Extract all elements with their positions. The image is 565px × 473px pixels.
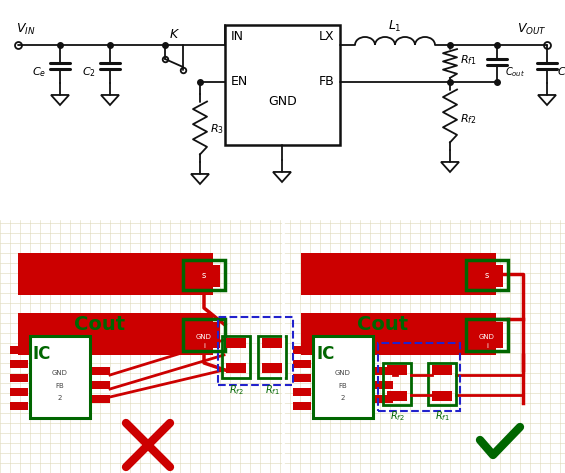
Bar (313, 336, 373, 418)
Text: s: s (485, 272, 489, 280)
Bar (293, 360, 311, 368)
Bar (10, 402, 28, 410)
Text: $R_{f2}$: $R_{f2}$ (460, 112, 477, 126)
Text: $R_{f2}$: $R_{f2}$ (229, 383, 244, 397)
Text: $R_{f1}$: $R_{f1}$ (460, 53, 477, 67)
Bar (293, 388, 311, 396)
Text: $C_4$: $C_4$ (557, 65, 565, 79)
Bar (432, 391, 452, 401)
Text: EN: EN (231, 76, 248, 88)
Bar (432, 365, 452, 375)
Text: $C_{out}$: $C_{out}$ (505, 65, 525, 79)
Bar (188, 265, 220, 287)
Bar (466, 260, 508, 290)
Text: $R_{f1}$: $R_{f1}$ (264, 383, 280, 397)
Bar (10, 374, 28, 382)
Text: IN: IN (231, 30, 244, 44)
Text: GND: GND (196, 334, 212, 340)
Bar (471, 322, 503, 348)
Text: $C_2$: $C_2$ (82, 65, 96, 79)
Bar (92, 381, 110, 389)
Text: s: s (202, 272, 206, 280)
Text: $C_e$: $C_e$ (32, 65, 46, 79)
Bar (226, 363, 246, 373)
Text: $V_{IN}$: $V_{IN}$ (16, 22, 36, 37)
Text: $R_{f2}$: $R_{f2}$ (390, 409, 405, 423)
Text: LX: LX (318, 30, 334, 44)
Text: K: K (170, 28, 178, 41)
Bar (387, 391, 407, 401)
Bar (183, 319, 225, 351)
Bar (378, 343, 460, 411)
Text: $R_3$: $R_3$ (210, 122, 224, 136)
Bar (18, 313, 213, 355)
Text: FB: FB (338, 383, 347, 389)
Bar (258, 336, 286, 378)
Bar (30, 336, 90, 418)
Text: Cout: Cout (75, 315, 125, 334)
Bar (383, 363, 411, 405)
Text: GND: GND (479, 334, 495, 340)
Bar (375, 395, 393, 403)
Text: i: i (203, 343, 205, 349)
Bar (225, 25, 340, 145)
Bar (301, 313, 496, 355)
Bar (375, 381, 393, 389)
Text: GND: GND (268, 96, 297, 108)
Text: IC: IC (316, 345, 334, 363)
Text: $R_{f1}$: $R_{f1}$ (434, 409, 449, 423)
Bar (226, 338, 246, 348)
Text: 2: 2 (58, 395, 62, 401)
Bar (387, 365, 407, 375)
Bar (218, 317, 293, 385)
Text: FB: FB (318, 76, 334, 88)
Text: Cout: Cout (358, 315, 408, 334)
Bar (222, 336, 250, 378)
Bar (188, 322, 220, 348)
Bar (262, 363, 282, 373)
Text: 2: 2 (341, 395, 345, 401)
Bar (301, 253, 496, 295)
Text: GND: GND (335, 370, 351, 376)
Bar (293, 402, 311, 410)
Bar (18, 253, 213, 295)
Text: IC: IC (33, 345, 51, 363)
Text: GND: GND (52, 370, 68, 376)
Bar (183, 260, 225, 290)
Text: $V_{OUT}$: $V_{OUT}$ (517, 22, 547, 37)
Text: FB: FB (55, 383, 64, 389)
Bar (466, 319, 508, 351)
Text: $L_1$: $L_1$ (388, 19, 402, 34)
Bar (92, 367, 110, 375)
Bar (92, 395, 110, 403)
Bar (375, 367, 393, 375)
Bar (471, 265, 503, 287)
Bar (293, 374, 311, 382)
Bar (10, 346, 28, 354)
Bar (10, 360, 28, 368)
Bar (10, 388, 28, 396)
Text: i: i (486, 343, 488, 349)
Bar (293, 346, 311, 354)
Bar (428, 363, 456, 405)
Bar (262, 338, 282, 348)
